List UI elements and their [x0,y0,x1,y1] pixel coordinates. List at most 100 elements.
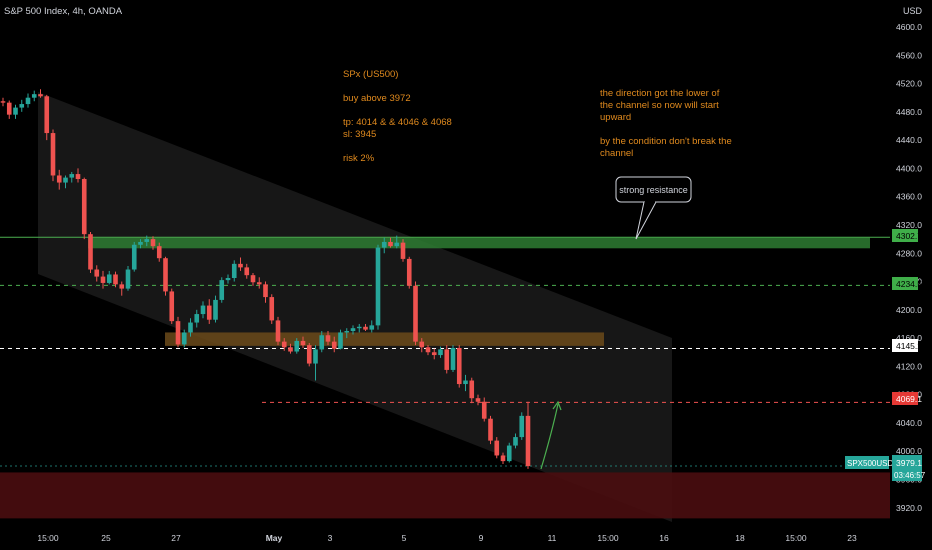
candle-body[interactable] [338,332,343,349]
candle-body[interactable] [200,305,206,315]
candle-body[interactable] [294,340,300,352]
analysis-line-3[interactable]: upward [600,112,631,123]
candle-body[interactable] [131,244,137,270]
candle-body[interactable] [344,331,350,333]
candle-body[interactable] [413,285,418,342]
candle-body[interactable] [369,325,375,330]
trade-plan-line-1[interactable]: SPx (US500) [343,69,398,80]
candle-body[interactable] [288,347,293,352]
candle-body[interactable] [394,242,400,247]
candle-body[interactable] [450,347,456,370]
candle-body[interactable] [250,275,256,283]
candle-body[interactable] [81,179,87,235]
strong-resistance-callout[interactable]: strong resistance [615,176,692,240]
candle-body[interactable] [525,415,531,467]
candle-body[interactable] [494,440,500,456]
candle-body[interactable] [219,280,225,300]
candle-body[interactable] [25,97,31,105]
candle-body[interactable] [513,437,518,446]
candle-body[interactable] [419,341,425,348]
candle-body[interactable] [175,321,181,345]
candle-body[interactable] [488,418,493,441]
candle-body[interactable] [75,174,81,180]
candle-body[interactable] [38,94,43,97]
candle-body[interactable] [225,277,231,281]
candle-body[interactable] [6,102,12,115]
trade-plan-line-5[interactable]: risk 2% [343,153,375,164]
candle-body[interactable] [19,104,25,108]
candle-body[interactable] [406,258,412,286]
candle-body[interactable] [388,241,393,247]
candle-body[interactable] [456,347,462,385]
analysis-line-5[interactable]: channel [600,148,633,159]
candle-body[interactable] [156,246,162,259]
candle-body[interactable] [169,291,175,322]
trade-plan-line-3[interactable]: tp: 4014 & & 4046 & 4068 [343,117,452,128]
candle-body[interactable] [506,445,512,462]
candle-body[interactable] [163,258,168,292]
trade-plan-line-2[interactable]: buy above 3972 [343,93,411,104]
candle-body[interactable] [238,263,243,268]
candle-body[interactable] [475,398,481,402]
analysis-line-2[interactable]: the channel so now will start [600,100,719,111]
candle-body[interactable] [425,347,431,353]
support-zone[interactable] [165,332,604,346]
candle-body[interactable] [69,174,75,178]
candle-body[interactable] [306,345,312,364]
candle-body[interactable] [50,133,56,176]
candle-body[interactable] [319,335,325,350]
candle-body[interactable] [375,247,381,326]
candle-body[interactable] [519,415,525,438]
candle-body[interactable] [106,274,112,283]
candle-body[interactable] [331,341,337,349]
candle-body[interactable] [206,305,212,320]
candle-body[interactable] [119,284,125,289]
candle-body[interactable] [94,269,100,277]
candle-body[interactable] [300,340,306,346]
descending-channel[interactable] [38,92,672,522]
candle-body[interactable] [325,335,331,342]
upward-arrow[interactable] [540,400,562,470]
candle-body[interactable] [181,332,187,345]
candle-body[interactable] [381,241,387,248]
candle-body[interactable] [263,284,268,298]
resistance-zone[interactable] [88,237,870,249]
candle-body[interactable] [469,380,475,399]
candle-body[interactable] [213,299,218,320]
candle-body[interactable] [0,101,6,103]
stop-loss-zone[interactable] [0,472,890,519]
candle-body[interactable] [313,349,318,364]
candle-body[interactable] [463,380,468,385]
candle-body[interactable] [63,177,68,183]
analysis-line-1[interactable]: the direction got the lower of [600,88,720,99]
candle-body[interactable] [56,175,62,183]
candle-body[interactable] [31,94,37,98]
analysis-line-4[interactable]: by the condition don't break the [600,136,732,147]
candle-body[interactable] [194,314,200,323]
candle-body[interactable] [400,242,406,259]
candle-body[interactable] [350,328,356,332]
candle-body[interactable] [88,234,93,270]
candle-body[interactable] [144,239,150,242]
candle-body[interactable] [113,274,118,285]
candle-body[interactable] [431,352,437,356]
candle-body[interactable] [356,326,362,329]
candle-body[interactable] [438,349,443,356]
candle-body[interactable] [269,297,275,321]
trade-plan-line-4[interactable]: sl: 3945 [343,129,376,140]
candle-body[interactable] [281,341,287,348]
candle-body[interactable] [138,241,143,245]
candle-body[interactable] [363,326,368,330]
candle-body[interactable] [13,107,18,115]
candle-body[interactable] [481,401,487,419]
candle-body[interactable] [231,263,237,278]
candle-body[interactable] [100,276,106,283]
candle-body[interactable] [150,239,156,247]
candle-body[interactable] [256,282,262,285]
candle-body[interactable] [125,269,131,289]
candle-body[interactable] [444,349,450,370]
candle-body[interactable] [188,322,193,333]
candle-body[interactable] [244,267,250,276]
candle-body[interactable] [275,320,281,342]
